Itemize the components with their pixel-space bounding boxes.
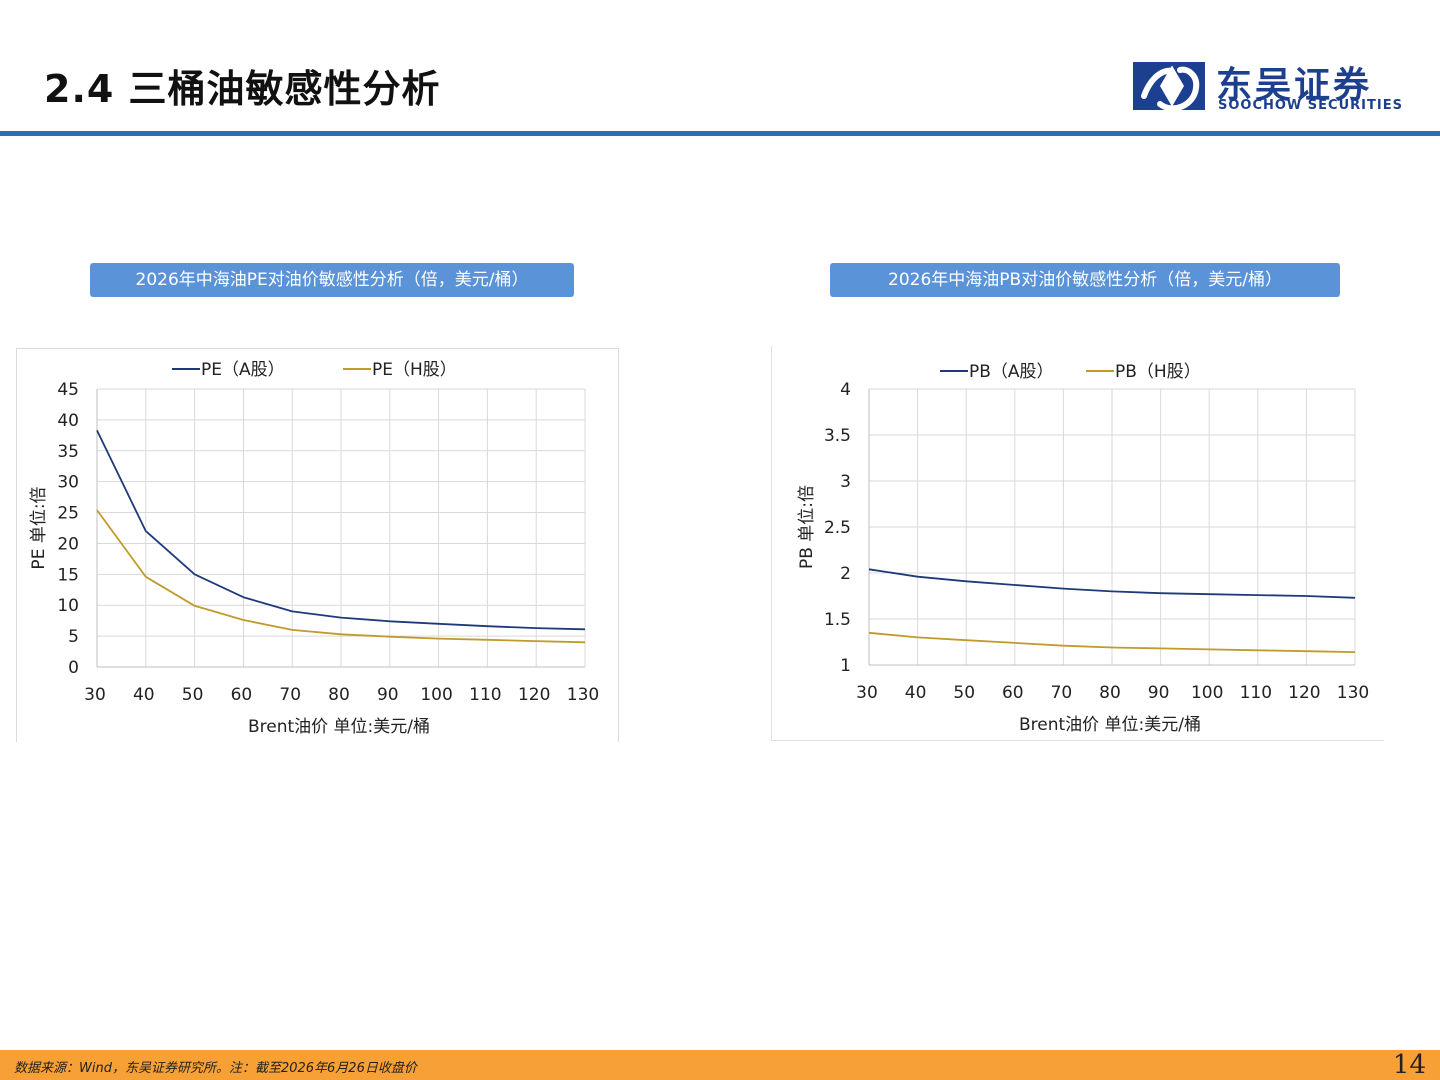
legend-label-1: PB（H股） bbox=[1115, 362, 1201, 382]
y-tick-label: 4 bbox=[840, 380, 851, 400]
series-line-0 bbox=[96, 430, 586, 631]
y-tick-label: 1 bbox=[840, 656, 851, 676]
x-tick-label: 130 bbox=[1337, 683, 1369, 703]
y-tick-label: 1.5 bbox=[824, 610, 851, 630]
y-axis-title: PB 单位:倍 bbox=[797, 485, 817, 569]
x-axis-title: Brent油价 单位:美元/桶 bbox=[248, 717, 430, 737]
x-tick-label: 90 bbox=[377, 685, 399, 705]
chart-caption-pb: 2026年中海油PB对油价敏感性分析（倍，美元/桶） bbox=[830, 263, 1340, 297]
x-tick-label: 30 bbox=[856, 683, 878, 703]
x-tick-label: 130 bbox=[567, 685, 599, 705]
y-tick-label: 2.5 bbox=[824, 518, 851, 538]
series-line-0 bbox=[868, 568, 1356, 599]
soochow-logo-icon bbox=[1133, 62, 1205, 112]
x-tick-label: 100 bbox=[1191, 683, 1223, 703]
footer-bar: 数据来源：Wind，东吴证券研究所。注：截至2026年6月26日收盘价 14 bbox=[0, 1050, 1440, 1080]
footer-source-note: 数据来源：Wind，东吴证券研究所。注：截至2026年6月26日收盘价 bbox=[14, 1061, 417, 1076]
pb-chart-svg: 1 1.5 2 2.5 3 3.5 4 30 40 50 60 70 80 90 100 110 120 130 P… bbox=[797, 362, 1369, 735]
x-tick-label: 40 bbox=[905, 683, 927, 703]
logo-name-en: SOOCHOW SECURITIES bbox=[1218, 98, 1403, 113]
y-tick-label: 30 bbox=[57, 473, 79, 493]
x-axis-title: Brent油价 单位:美元/桶 bbox=[1019, 715, 1201, 735]
y-tick-label: 3.5 bbox=[824, 426, 851, 446]
x-tick-label: 80 bbox=[328, 685, 350, 705]
y-tick-label: 40 bbox=[57, 411, 79, 431]
y-tick-label: 3 bbox=[840, 472, 851, 492]
chart-caption-pe: 2026年中海油PE对油价敏感性分析（倍，美元/桶） bbox=[90, 263, 574, 297]
x-tick-label: 50 bbox=[182, 685, 204, 705]
x-tick-label: 110 bbox=[1240, 683, 1272, 703]
page-title: 2.4 三桶油敏感性分析 bbox=[44, 67, 441, 111]
y-axis-title: PE 单位:倍 bbox=[29, 486, 49, 569]
x-tick-label: 70 bbox=[279, 685, 301, 705]
x-tick-label: 120 bbox=[1288, 683, 1320, 703]
header-rule bbox=[0, 131, 1440, 136]
y-tick-label: 35 bbox=[57, 442, 79, 462]
x-tick-label: 60 bbox=[1002, 683, 1024, 703]
y-tick-label: 0 bbox=[68, 658, 79, 678]
pb-sensitivity-chart: 1 1.5 2 2.5 3 3.5 4 30 40 50 60 70 80 90 100 110 120 130 P… bbox=[771, 346, 1384, 741]
y-tick-label: 10 bbox=[57, 596, 79, 616]
x-tick-label: 80 bbox=[1099, 683, 1121, 703]
x-tick-label: 120 bbox=[518, 685, 550, 705]
y-tick-label: 2 bbox=[840, 564, 851, 584]
y-tick-label: 5 bbox=[68, 627, 79, 647]
x-tick-label: 50 bbox=[953, 683, 975, 703]
x-tick-label: 40 bbox=[133, 685, 155, 705]
x-tick-label: 30 bbox=[84, 685, 106, 705]
legend-label-1: PE（H股） bbox=[372, 360, 457, 380]
y-tick-label: 45 bbox=[57, 380, 79, 400]
page-number: 14 bbox=[1392, 1050, 1426, 1080]
series-line-1 bbox=[96, 509, 586, 644]
legend-label-0: PB（A股） bbox=[969, 362, 1054, 382]
company-logo: 东吴证券 SOOCHOW SECURITIES bbox=[1130, 56, 1410, 118]
x-tick-label: 100 bbox=[420, 685, 452, 705]
y-tick-label: 25 bbox=[57, 504, 79, 524]
series-line-1 bbox=[868, 631, 1356, 653]
x-tick-label: 90 bbox=[1148, 683, 1170, 703]
logo-name-cn: 东吴证券 bbox=[1216, 65, 1373, 106]
pe-sensitivity-chart: 0 5 10 15 20 25 30 35 40 45 30 40 50 60 70 80 90 100 110 12… bbox=[16, 348, 619, 742]
legend-label-0: PE（A股） bbox=[201, 360, 285, 380]
x-tick-label: 110 bbox=[469, 685, 501, 705]
pe-chart-svg: 0 5 10 15 20 25 30 35 40 45 30 40 50 60 70 80 90 100 110 12… bbox=[29, 360, 599, 737]
y-tick-label: 15 bbox=[57, 565, 79, 585]
y-tick-label: 20 bbox=[57, 534, 79, 554]
x-tick-label: 70 bbox=[1051, 683, 1073, 703]
x-tick-label: 60 bbox=[231, 685, 253, 705]
